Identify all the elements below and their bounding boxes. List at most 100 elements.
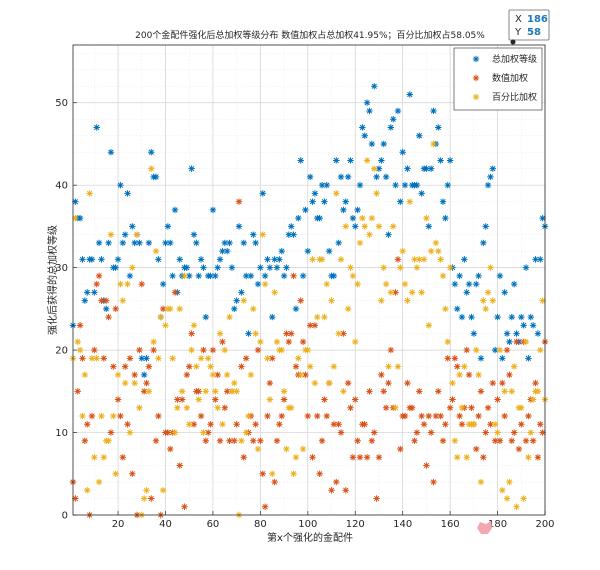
data-point [159, 487, 167, 494]
x-tick-label: 20 [112, 519, 125, 530]
data-point [143, 379, 150, 387]
data-point [532, 256, 539, 263]
data-point [506, 338, 513, 346]
data-point [404, 379, 411, 387]
data-point [219, 421, 226, 428]
data-series-layer [69, 83, 549, 519]
data-point [309, 256, 316, 263]
data-point [264, 355, 271, 362]
x-tick-label: 200 [535, 519, 554, 530]
data-point [121, 379, 129, 387]
data-point [390, 223, 397, 230]
data-point [508, 388, 515, 395]
data-point [508, 437, 515, 444]
data-point [176, 462, 183, 469]
data-point [186, 421, 193, 428]
legend-label-series-3: 百分比加权 [492, 91, 537, 103]
data-point [416, 256, 423, 263]
data-point [107, 148, 115, 156]
data-tip-anchor-dot [510, 39, 516, 45]
legend[interactable]: 总加权等级 数值加权 百分比加权 [453, 47, 543, 111]
data-point [522, 437, 530, 444]
data-point [103, 305, 110, 313]
data-point [527, 429, 534, 436]
data-point [114, 371, 122, 379]
data-point [140, 388, 148, 395]
data-point [328, 297, 335, 304]
data-point [446, 404, 454, 412]
data-point [427, 429, 435, 436]
y-tick-label: 10 [55, 428, 68, 439]
data-point [387, 124, 395, 131]
x-tick-label: 60 [207, 519, 220, 530]
data-point [72, 495, 79, 502]
data-point [401, 181, 409, 189]
data-point [79, 412, 86, 420]
data-point [423, 462, 430, 469]
x-tick-label: 180 [488, 519, 507, 530]
data-point [136, 346, 143, 354]
data-tip[interactable]: X 186 Y 58 [508, 9, 550, 45]
data-point [392, 404, 399, 412]
data-point [183, 371, 191, 379]
data-point [503, 495, 511, 502]
data-point [95, 478, 103, 486]
data-point [482, 223, 489, 230]
data-point [399, 148, 406, 156]
data-point [252, 239, 259, 247]
data-point [288, 404, 295, 412]
data-point [273, 264, 281, 271]
data-point [178, 388, 186, 395]
data-tip-box [508, 9, 550, 41]
data-point [264, 256, 271, 263]
data-point [439, 272, 447, 280]
data-tip-x-value: 186 [527, 14, 548, 25]
data-point [219, 338, 226, 346]
data-point [145, 239, 153, 247]
data-point [302, 206, 309, 214]
data-point [304, 247, 312, 255]
data-point [223, 388, 231, 395]
data-point [510, 429, 518, 436]
data-point [233, 388, 240, 395]
data-point [328, 487, 335, 494]
data-point [159, 305, 167, 313]
data-point [442, 214, 449, 222]
data-point [283, 264, 290, 271]
data-point [235, 198, 243, 205]
data-point [401, 280, 409, 288]
data-point [432, 412, 440, 420]
data-point [513, 338, 520, 346]
data-point [164, 223, 172, 230]
data-point [330, 272, 338, 280]
data-point [333, 478, 340, 486]
data-point [510, 363, 518, 370]
data-point [110, 412, 117, 420]
data-point [140, 371, 148, 379]
data-point [288, 330, 295, 337]
data-point [295, 214, 302, 222]
data-point [378, 157, 385, 164]
data-point [204, 429, 212, 436]
data-point [465, 371, 473, 379]
data-point [250, 231, 257, 238]
data-point [74, 338, 81, 346]
data-point [420, 256, 428, 263]
data-point [309, 198, 316, 205]
data-point [375, 223, 383, 230]
data-point [473, 346, 480, 354]
data-point [169, 355, 176, 362]
data-point [385, 231, 392, 238]
data-point [439, 437, 447, 444]
data-point [266, 379, 274, 387]
data-point [204, 355, 212, 362]
data-point [451, 437, 459, 444]
data-point [197, 355, 205, 362]
data-point [387, 289, 395, 296]
data-point [245, 330, 252, 337]
data-point [484, 181, 492, 189]
data-point [380, 264, 387, 271]
data-point [195, 396, 202, 403]
data-point [266, 264, 274, 271]
